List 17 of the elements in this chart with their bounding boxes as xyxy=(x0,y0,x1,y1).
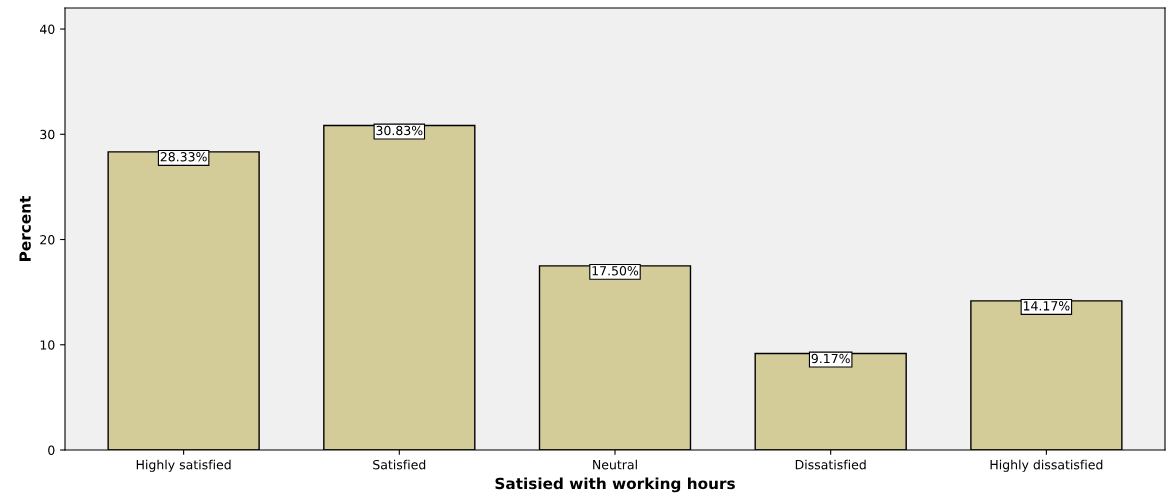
x-tick-label: Satisfied xyxy=(373,459,426,470)
data-label: 9.17% xyxy=(811,353,850,364)
y-axis-title: Percent xyxy=(19,196,31,261)
y-tick-label: 40 xyxy=(39,24,55,34)
x-axis-title: Satisied with working hours xyxy=(495,477,735,493)
data-label: 28.33% xyxy=(160,152,207,162)
data-label: 17.50% xyxy=(592,266,639,276)
x-tick-label: Highly satisfied xyxy=(136,459,231,472)
y-tick-label: 20 xyxy=(40,235,55,245)
data-label: 30.83% xyxy=(376,125,423,136)
x-tick-label: Highly dissatisfied xyxy=(990,459,1103,472)
y-tick-label: 0 xyxy=(48,445,55,455)
x-tick-label: Dissatisfied xyxy=(795,459,866,470)
x-tick-label: Neutral xyxy=(593,459,637,470)
y-tick-label: 30 xyxy=(40,129,55,140)
data-label: 14.17% xyxy=(1023,301,1070,311)
y-tick-label: 10 xyxy=(40,340,55,350)
